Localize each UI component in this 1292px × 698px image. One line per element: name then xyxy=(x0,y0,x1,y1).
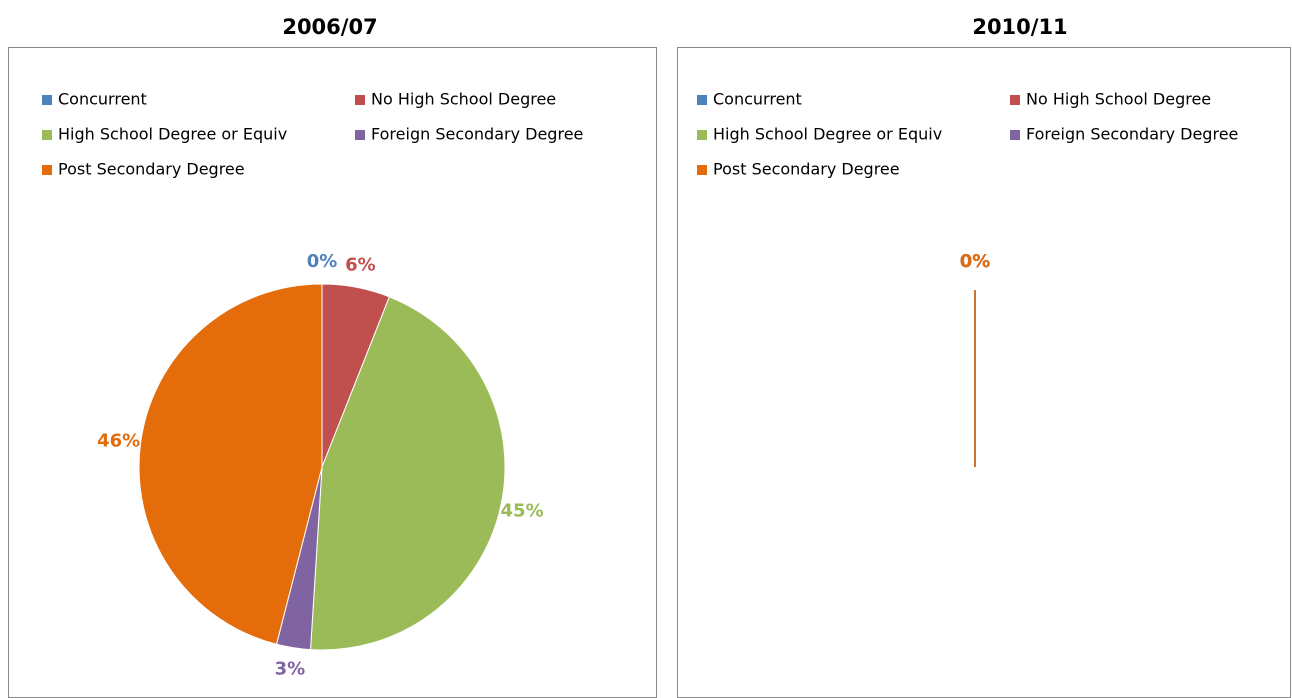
legend-swatch xyxy=(1010,130,1020,140)
data-label: 0% xyxy=(960,251,991,272)
legend-swatch xyxy=(355,130,365,140)
legend-label: High School Degree or Equiv xyxy=(58,125,287,144)
legend-label: Concurrent xyxy=(58,90,147,109)
panel xyxy=(677,47,1291,698)
legend-swatch xyxy=(42,130,52,140)
legend-label: High School Degree or Equiv xyxy=(713,125,942,144)
legend-swatch xyxy=(355,95,365,105)
data-label: 6% xyxy=(345,255,376,276)
data-label: 0% xyxy=(960,251,991,272)
legend-label: Post Secondary Degree xyxy=(713,160,900,179)
chart-title: 2006/07 xyxy=(282,15,377,39)
legend-label: No High School Degree xyxy=(1026,90,1211,109)
legend-swatch xyxy=(1010,95,1020,105)
legend-label: No High School Degree xyxy=(371,90,556,109)
legend-label: Foreign Secondary Degree xyxy=(371,125,583,144)
legend-swatch xyxy=(42,165,52,175)
data-label: 0% xyxy=(960,251,991,272)
legend-swatch xyxy=(697,95,707,105)
legend-swatch xyxy=(42,95,52,105)
data-label: 0% xyxy=(307,251,338,272)
pie-slice xyxy=(138,283,323,645)
legend-label: Foreign Secondary Degree xyxy=(1026,125,1238,144)
legend-swatch xyxy=(697,165,707,175)
data-label: 45% xyxy=(501,501,544,522)
data-label: 0% xyxy=(960,251,991,272)
pie-slice xyxy=(309,296,506,651)
data-label: 0% xyxy=(960,251,991,272)
legend-swatch xyxy=(697,130,707,140)
legend-label: Post Secondary Degree xyxy=(58,160,245,179)
data-label: 46% xyxy=(97,430,140,451)
data-label: 3% xyxy=(275,658,306,679)
legend-label: Concurrent xyxy=(713,90,802,109)
chart-title: 2010/11 xyxy=(972,15,1067,39)
